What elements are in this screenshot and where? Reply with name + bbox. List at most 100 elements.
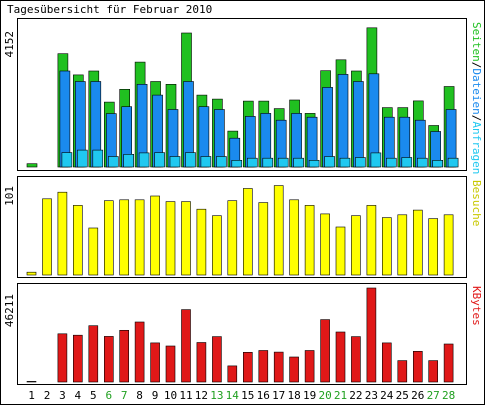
bar-besuche-day-14 [227, 200, 238, 276]
bar-besuche-day-7 [119, 199, 129, 276]
x-label-day-9: 9 [152, 389, 159, 402]
bar-besuche-day-9 [150, 195, 160, 276]
x-label-day-1: 1 [28, 389, 35, 402]
bar-dateien-day-19 [306, 116, 318, 168]
bar-anfragen-day-17 [277, 157, 289, 168]
bar-kbytes-day-7 [119, 329, 129, 383]
x-label-day-17: 17 [272, 389, 285, 402]
legend-seiten: Seiten [470, 22, 483, 62]
x-label-day-23: 23 [365, 389, 378, 402]
x-label-day-3: 3 [59, 389, 66, 402]
x-label-day-2: 2 [44, 389, 51, 402]
hits-panel-frame [17, 18, 467, 171]
bar-kbytes-day-27 [428, 360, 439, 383]
bar-anfragen-day-12 [200, 156, 212, 168]
x-axis-labels: 1 2 3 4 5 6 7 8 9 10 11 12 13 14 15 16 17 18 19 20 21 22 23 24 2… [28, 389, 455, 402]
besuche-panel-frame [17, 176, 467, 278]
x-label-day-7: 7 [121, 389, 128, 402]
bar-besuche-day-26 [412, 209, 423, 276]
bar-besuche-day-15 [243, 188, 253, 276]
x-label-day-12: 12 [195, 389, 208, 402]
bar-kbytes-day-3 [57, 333, 68, 383]
x-label-day-27: 27 [427, 389, 440, 402]
bar-kbytes-day-19 [304, 350, 315, 383]
hits-ymax-label: 4152 [3, 31, 16, 58]
x-label-day-13: 13 [210, 389, 223, 402]
bar-anfragen-day-16 [262, 157, 274, 168]
kbytes-panel-frame [17, 283, 467, 385]
x-label-day-8: 8 [136, 389, 143, 402]
bar-anfragen-day-25 [401, 157, 413, 168]
bar-besuche-day-11 [181, 201, 191, 276]
x-label-day-6: 6 [105, 389, 112, 402]
chart-title: Tagesübersicht für Februar 2010 [7, 3, 212, 16]
x-label-day-22: 22 [349, 389, 362, 402]
bar-anfragen-day-19 [308, 160, 320, 168]
bar-anfragen-day-5 [92, 149, 104, 168]
bar-kbytes-day-10 [165, 345, 176, 383]
bar-besuche-day-23 [366, 205, 377, 276]
bar-besuche-day-1 [26, 271, 37, 276]
bar-kbytes-day-4 [73, 334, 83, 383]
bar-anfragen-day-11 [185, 152, 196, 168]
legend-anfragen: Anfragen [470, 121, 483, 174]
bar-dateien-day-20 [322, 87, 333, 168]
bar-anfragen-day-22 [355, 157, 366, 168]
hits-legend: Seiten/Dateien/Anfragen [470, 22, 483, 174]
x-label-day-26: 26 [411, 389, 424, 402]
bar-kbytes-day-24 [381, 342, 392, 383]
x-label-day-4: 4 [74, 389, 81, 402]
bar-kbytes-day-8 [134, 321, 145, 383]
bar-besuche-day-3 [57, 191, 68, 276]
bar-besuche-day-5 [88, 227, 99, 276]
bar-besuche-day-19 [304, 205, 315, 276]
bar-anfragen-day-9 [154, 152, 165, 168]
bar-kbytes-day-21 [335, 331, 346, 383]
bar-anfragen-day-15 [247, 157, 258, 168]
kbytes-legend: KBytes [470, 286, 483, 326]
x-label-day-19: 19 [303, 389, 316, 402]
x-label-day-14: 14 [226, 389, 240, 402]
bar-anfragen-day-8 [138, 152, 150, 168]
bar-besuche-day-27 [428, 218, 439, 276]
bar-kbytes-day-9 [150, 342, 160, 383]
bar-besuche-day-28 [443, 214, 454, 276]
x-label-day-18: 18 [287, 389, 300, 402]
bar-anfragen-day-23 [370, 152, 382, 168]
besuche-ymax-label: 101 [3, 186, 16, 206]
x-label-day-21: 21 [334, 389, 347, 402]
bar-anfragen-day-13 [216, 156, 227, 168]
x-label-day-24: 24 [380, 389, 394, 402]
bar-anfragen-day-20 [324, 156, 335, 168]
bar-kbytes-day-14 [227, 365, 238, 383]
bar-kbytes-day-18 [289, 356, 299, 383]
bar-besuche-day-20 [320, 213, 330, 276]
bar-anfragen-day-3 [61, 152, 73, 168]
bar-besuche-day-6 [104, 200, 114, 276]
bar-kbytes-day-28 [443, 343, 454, 383]
bar-anfragen-day-10 [169, 156, 181, 168]
bar-kbytes-day-11 [181, 309, 191, 383]
x-label-day-25: 25 [396, 389, 409, 402]
bar-anfragen-day-7 [123, 154, 134, 168]
bar-seiten-day-1 [26, 163, 38, 168]
bar-kbytes-day-17 [273, 351, 284, 383]
bar-besuche-day-10 [165, 201, 176, 276]
bar-besuche-day-24 [381, 217, 392, 276]
bar-anfragen-day-28 [447, 157, 459, 168]
bar-besuche-day-2 [42, 198, 52, 276]
x-label-day-20: 20 [318, 389, 331, 402]
besuche-bars [26, 185, 454, 276]
besuche-legend: Besuche [470, 180, 483, 226]
bar-anfragen-day-4 [77, 149, 88, 168]
bar-besuche-day-25 [397, 214, 408, 276]
kbytes-bars [26, 287, 454, 383]
x-label-day-16: 16 [257, 389, 270, 402]
bar-kbytes-day-1 [26, 381, 37, 383]
bar-besuche-day-16 [258, 202, 269, 276]
bar-kbytes-day-16 [258, 350, 269, 383]
kbytes-ymax-label: 46211 [3, 294, 16, 327]
bar-besuche-day-8 [134, 199, 145, 276]
bar-kbytes-day-23 [366, 287, 377, 383]
